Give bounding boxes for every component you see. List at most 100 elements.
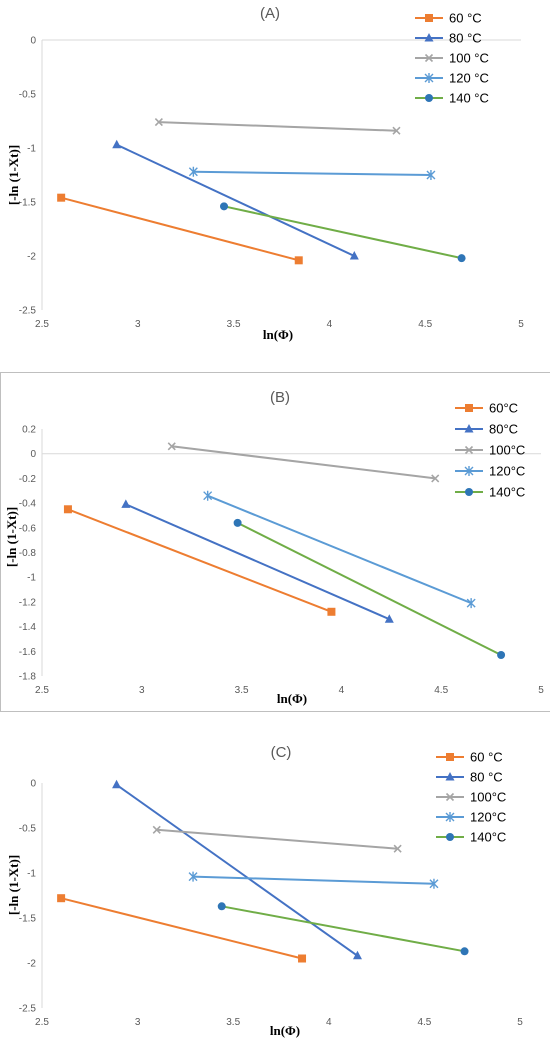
- chart-a-series-line: [193, 170, 431, 176]
- chart-b-data-point: [327, 607, 336, 616]
- chart-c-svg: (C) 0 -0.5 -1 -1.5 -2 -2.5 2.5 3 3.5 4 4.5 5 ln(Φ) [-l…: [6, 744, 523, 1038]
- chart-b-ytick-label: -0.2: [19, 474, 37, 485]
- chart-a-legend-label: 80 °C: [449, 31, 482, 46]
- chart-c-xtick-label: 5: [517, 1017, 523, 1028]
- chart-b-xtick-label: 3: [139, 685, 145, 696]
- chart-a-xtick-label: 2.5: [35, 319, 49, 330]
- chart-c-legend-marker: [445, 792, 455, 802]
- chart-b-ytick-label: 0: [30, 449, 36, 460]
- chart-a-series-line: [60, 196, 299, 262]
- chart-b-data-point: [497, 651, 506, 660]
- chart-b-series-line: [125, 503, 390, 621]
- chart-b-data-point: [431, 474, 440, 483]
- chart-a-data-point: [57, 193, 66, 202]
- chart-b-data-point: [63, 505, 72, 514]
- chart-c-title: (C): [271, 744, 292, 761]
- chart-c-y-axis-label: [-ln (1-Xt)]: [6, 855, 21, 915]
- chart-a-ytick-label: -0.5: [19, 90, 37, 101]
- chart-c-ytick-label: -1: [27, 869, 36, 880]
- chart-a-series-line: [158, 121, 397, 132]
- chart-a-data-point: [188, 166, 198, 177]
- chart-a-ytick-label: 0: [30, 36, 36, 47]
- chart-a-ytick-label: -2: [27, 252, 36, 263]
- chart-a-ytick-label: -2.5: [19, 306, 37, 317]
- chart-a-legend-label: 60 °C: [449, 11, 482, 26]
- chart-c-ytick-label: -0.5: [19, 824, 37, 835]
- chart-b-data-point: [384, 614, 394, 623]
- chart-b-data-point: [466, 598, 476, 609]
- chart-a-ytick-label: -1: [27, 144, 36, 155]
- chart-b-data-point: [203, 490, 213, 501]
- chart-c-data-point: [152, 825, 161, 834]
- chart-b-legend-label: 60°C: [489, 401, 518, 416]
- chart-a-ytick-label: -1.5: [19, 198, 37, 209]
- chart-c-xtick-label: 3.5: [226, 1017, 240, 1028]
- chart-b-data-point: [121, 499, 131, 508]
- chart-a-legend-marker: [424, 53, 434, 63]
- chart-b-ytick-label: -0.6: [19, 523, 37, 534]
- chart-c-ytick-label: -1.5: [19, 914, 37, 925]
- chart-a-series-line: [116, 143, 355, 257]
- chart-b-xtick-label: 2.5: [35, 685, 49, 696]
- chart-c-x-axis-label: ln(Φ): [270, 1023, 300, 1038]
- chart-b-ytick-label: -0.8: [19, 548, 37, 559]
- chart-b-ytick-label: -1: [27, 573, 36, 584]
- chart-a-y-axis-label: [-ln (1-Xt)]: [6, 145, 21, 205]
- chart-c-legend-label: 60 °C: [470, 750, 503, 765]
- chart-c-ytick-label: -2.5: [19, 1004, 37, 1015]
- chart-b-x-axis-label: ln(Φ): [277, 691, 307, 706]
- chart-b-legend-label: 120°C: [489, 464, 525, 479]
- chart-a-legend-marker: [424, 73, 434, 83]
- chart-c-legend-label: 100°C: [470, 790, 506, 805]
- chart-c-ytick-label: 0: [30, 779, 36, 790]
- chart-a-title: (A): [260, 5, 280, 22]
- chart-b-xtick-label: 5: [538, 685, 544, 696]
- chart-b-ytick-label: -1.8: [19, 672, 37, 683]
- chart-b-series-line: [207, 494, 472, 605]
- chart-c-series-line: [193, 875, 434, 885]
- panel-b-top-border: [0, 372, 550, 373]
- chart-b-title: (B): [270, 389, 290, 406]
- chart-b-ytick-label: -1.6: [19, 647, 37, 658]
- chart-c-series-line: [221, 905, 465, 953]
- chart-a-data-point: [392, 126, 401, 135]
- chart-c-legend-marker: [445, 812, 455, 822]
- chart-a-data-point: [220, 202, 229, 211]
- chart-b-legend-label: 140°C: [489, 485, 525, 500]
- chart-b-data-point: [233, 518, 242, 527]
- chart-c-data-point: [57, 894, 66, 903]
- chart-c-data-point: [298, 954, 307, 963]
- chart-a-xtick-label: 4.5: [418, 319, 432, 330]
- chart-a-series-line: [223, 205, 462, 260]
- chart-b-legend-marker: [464, 466, 474, 476]
- chart-panel-b: (B) 0.2 0 -0.2 -0.4 -0.6 -0.8 -1 -1.2 -1.4 -1.6 -1.…: [0, 372, 550, 712]
- chart-c-xtick-label: 2.5: [35, 1017, 49, 1028]
- chart-b-xtick-label: 4.5: [434, 685, 448, 696]
- chart-a-xtick-label: 3: [135, 319, 141, 330]
- chart-c-data-point: [393, 844, 402, 853]
- chart-a-legend-label: 140 °C: [449, 91, 489, 106]
- chart-c-legend-label: 120°C: [470, 810, 506, 825]
- chart-a-x-axis-label: ln(Φ): [263, 327, 293, 342]
- chart-a-data-point: [112, 139, 122, 149]
- chart-b-legend-label: 100°C: [489, 443, 525, 458]
- chart-c-data-point: [217, 902, 226, 911]
- chart-a-data-point: [457, 254, 466, 263]
- chart-a-legend-marker: [425, 94, 433, 102]
- chart-c-data-point: [188, 871, 198, 882]
- chart-b-xtick-label: 3.5: [235, 685, 249, 696]
- chart-a-legend-marker: [425, 14, 433, 22]
- chart-a-data-point: [349, 251, 359, 260]
- chart-b-ytick-label: -1.4: [19, 622, 37, 633]
- chart-c-legend-marker: [446, 833, 454, 841]
- chart-c-legend-label: 80 °C: [470, 770, 503, 785]
- chart-b-svg: (B) 0.2 0 -0.2 -0.4 -0.6 -0.8 -1 -1.2 -1.4 -1.6 -1.…: [4, 389, 544, 706]
- chart-a-data-point: [294, 256, 303, 265]
- chart-b-legend-marker: [464, 424, 474, 433]
- chart-c-series-line: [115, 783, 359, 957]
- chart-b-xtick-label: 4: [339, 685, 345, 696]
- chart-a-data-point: [426, 170, 436, 180]
- chart-b-legend-label: 80°C: [489, 422, 518, 437]
- chart-a-xtick-label: 5: [518, 319, 524, 330]
- chart-c-legend-marker: [445, 772, 455, 781]
